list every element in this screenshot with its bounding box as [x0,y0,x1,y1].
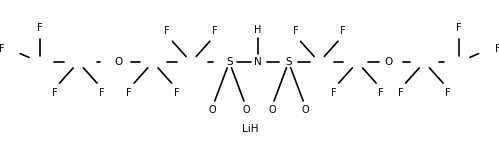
Text: F: F [37,23,43,33]
Text: O: O [242,104,250,115]
Text: F: F [331,88,336,98]
Text: H: H [254,25,261,35]
Text: F: F [212,26,218,36]
Text: O: O [301,104,309,115]
Text: N: N [254,57,262,67]
Text: F: F [292,26,298,36]
Text: F: F [99,88,105,98]
Text: O: O [114,57,123,67]
Text: F: F [340,26,346,36]
Text: S: S [285,57,292,67]
Text: F: F [51,88,57,98]
Text: LiH: LiH [242,124,258,134]
Text: F: F [446,88,451,98]
Text: O: O [209,104,217,115]
Text: O: O [385,57,393,67]
Text: F: F [495,44,499,54]
Text: O: O [268,104,276,115]
Text: S: S [226,57,233,67]
Text: F: F [378,88,384,98]
Text: F: F [174,88,180,98]
Text: F: F [165,26,170,36]
Text: F: F [0,44,4,54]
Text: F: F [398,88,403,98]
Text: F: F [126,88,132,98]
Text: F: F [456,23,462,33]
